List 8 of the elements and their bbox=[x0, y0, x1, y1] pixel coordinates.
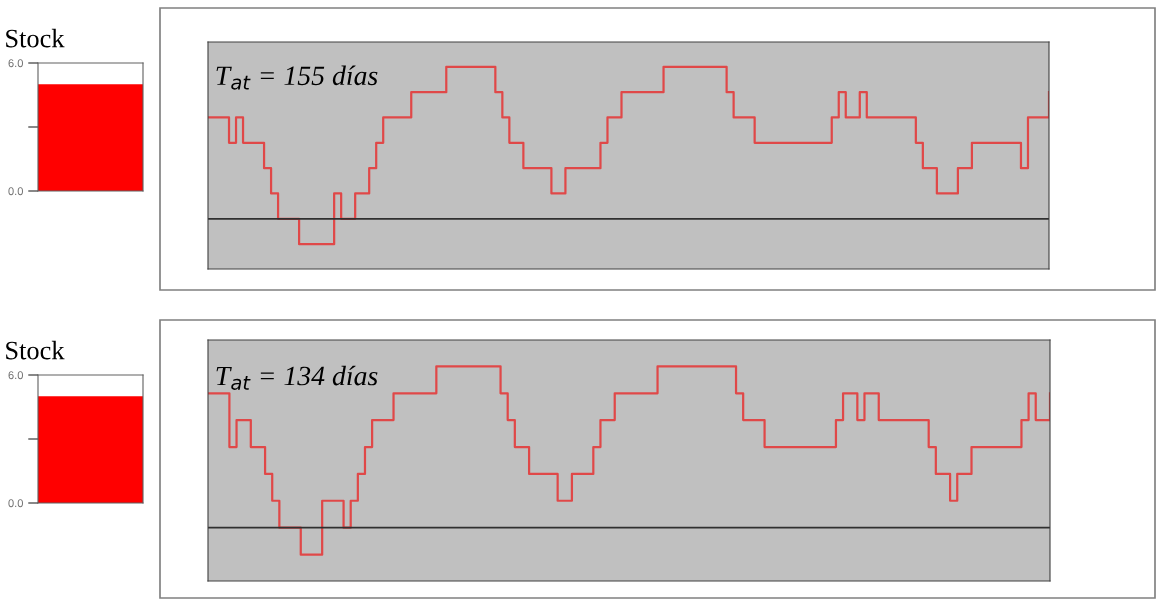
y-tick-label: 6.0 bbox=[8, 59, 23, 68]
chart-title: Stock bbox=[6, 340, 65, 360]
y-tick-label: 6.0 bbox=[8, 371, 23, 380]
y-tick-label: 0.0 bbox=[8, 499, 23, 508]
annotation: T$_{at}$ = 134 días bbox=[216, 365, 378, 390]
y-tick-label: 0.0 bbox=[8, 187, 23, 196]
annotation: T$_{at}$ = 155 días bbox=[216, 65, 378, 90]
chart-title: Stock bbox=[6, 28, 65, 48]
